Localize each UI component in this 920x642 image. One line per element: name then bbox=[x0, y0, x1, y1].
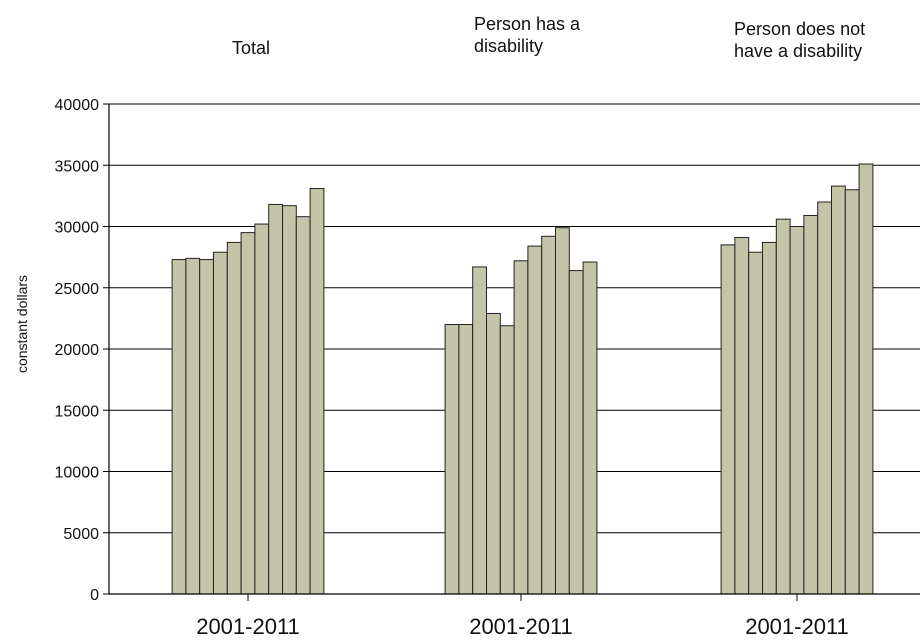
bar bbox=[499, 325, 515, 595]
group-title-no-disability: Person does not have a disability bbox=[734, 19, 866, 61]
bar bbox=[240, 232, 256, 595]
bar bbox=[226, 241, 242, 595]
y-tick-label: 30000 bbox=[55, 220, 100, 237]
bar bbox=[513, 260, 529, 595]
bar bbox=[720, 244, 736, 595]
bar bbox=[472, 266, 488, 595]
bar bbox=[858, 163, 874, 595]
bar bbox=[789, 226, 805, 595]
bar bbox=[282, 205, 297, 595]
bar bbox=[582, 261, 598, 595]
bar bbox=[762, 241, 777, 595]
y-tick-label: 10000 bbox=[55, 465, 100, 482]
bar bbox=[458, 324, 474, 595]
group-title-has-disability: Person has a disability bbox=[474, 14, 581, 56]
bar bbox=[803, 214, 819, 595]
y-tick-label: 15000 bbox=[55, 403, 100, 420]
bar bbox=[831, 185, 846, 595]
y-tick-label: 40000 bbox=[55, 97, 100, 114]
bar bbox=[527, 245, 543, 595]
bar bbox=[844, 189, 860, 595]
bar bbox=[748, 251, 764, 595]
group-title-total: Total bbox=[232, 38, 271, 58]
y-tick-label: 0 bbox=[90, 587, 99, 604]
bar bbox=[444, 324, 460, 595]
bar bbox=[309, 188, 325, 595]
bar bbox=[555, 227, 570, 595]
y-tick-label: 35000 bbox=[55, 158, 100, 175]
bar bbox=[734, 237, 750, 595]
bar bbox=[486, 312, 501, 595]
y-tick-label: 25000 bbox=[55, 281, 100, 298]
bar bbox=[268, 203, 284, 595]
x-category-label: 2001-2011 bbox=[469, 614, 573, 639]
bar bbox=[171, 259, 187, 595]
bar bbox=[817, 201, 833, 595]
y-tick-label: 5000 bbox=[63, 526, 99, 543]
y-tick-label: 20000 bbox=[55, 342, 100, 359]
y-axis-label: constant dollars bbox=[14, 274, 30, 374]
bar bbox=[199, 259, 214, 595]
bar bbox=[541, 235, 557, 595]
bar bbox=[213, 251, 228, 595]
bar bbox=[185, 257, 201, 595]
x-category-label: 2001-2011 bbox=[745, 614, 849, 639]
bar bbox=[568, 270, 584, 595]
bar bbox=[295, 216, 311, 595]
bar bbox=[775, 218, 791, 595]
bar bbox=[254, 223, 270, 595]
x-category-label: 2001-2011 bbox=[196, 614, 300, 639]
